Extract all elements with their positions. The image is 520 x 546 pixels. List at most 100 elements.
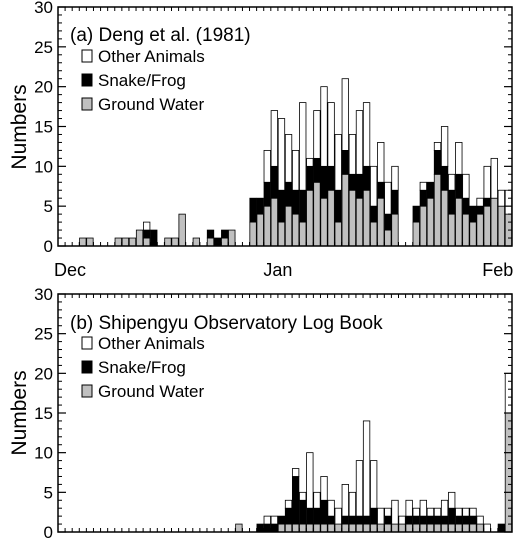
bar-ground-water-day-15 <box>164 237 172 247</box>
bar-other-animals-day-49 <box>405 499 413 517</box>
bar-snake-frog-day-42 <box>355 173 364 199</box>
bar-ground-water-day-27 <box>249 221 257 247</box>
bar-other-animals-day-55 <box>448 173 456 191</box>
legend-label-ground-water: Ground Water <box>98 382 204 401</box>
bar-ground-water-day-55 <box>448 213 456 247</box>
bar-other-animals-day-35 <box>306 157 314 167</box>
bar-snake-frog-day-51 <box>419 189 427 207</box>
bar-other-animals-day-50 <box>412 507 420 517</box>
bar-other-animals-day-35 <box>306 452 314 509</box>
ytick-label: 10 <box>34 444 53 463</box>
bar-snake-frog-day-33 <box>291 476 300 525</box>
bar-snake-frog-day-29 <box>263 181 271 207</box>
bar-ground-water-day-11 <box>135 229 144 247</box>
month-label: Jan <box>263 260 292 280</box>
bar-other-animals-day-41 <box>348 134 357 175</box>
panel-a-title: (a) Deng et al. (1981) <box>70 25 251 46</box>
bar-snake-frog-day-28 <box>256 197 264 215</box>
bar-ground-water-day-44 <box>370 221 378 247</box>
bar-snake-frog-day-32 <box>284 181 293 207</box>
bar-ground-water-day-17 <box>178 213 186 247</box>
bar-other-animals-day-51 <box>419 499 427 517</box>
bar-snake-frog-day-41 <box>348 515 357 525</box>
bar-other-animals-day-57 <box>462 507 470 517</box>
bar-snake-frog-day-12 <box>143 229 151 239</box>
bar-snake-frog-day-41 <box>348 173 357 191</box>
bar-ground-water-day-37 <box>320 523 328 533</box>
ytick-label: 15 <box>34 404 53 423</box>
legend-swatch-other-animals <box>81 336 93 350</box>
bar-other-animals-day-29 <box>263 515 271 525</box>
panel-a-ticks <box>58 6 512 247</box>
bar-other-animals-day-41 <box>348 491 357 517</box>
bar-other-animals-day-36 <box>313 491 321 509</box>
bar-snake-frog-day-37 <box>320 165 328 199</box>
bar-snake-frog-day-38 <box>327 165 335 191</box>
bar-other-animals-day-46 <box>384 507 392 517</box>
bar-other-animals-day-42 <box>355 110 364 175</box>
bar-snake-frog-day-35 <box>306 507 314 525</box>
bar-ground-water-day-62 <box>497 205 505 247</box>
bar-snake-frog-day-54 <box>440 515 449 525</box>
panel-b-ylabel: Numbers <box>8 370 31 455</box>
bar-snake-frog-day-53 <box>433 515 442 525</box>
bar-snake-frog-day-56 <box>455 173 463 199</box>
panel-a-ylabel: Numbers <box>8 84 31 169</box>
panel-a-xtick-labels: Dec Jan Feb <box>54 260 513 280</box>
bar-other-animals-day-34 <box>299 491 307 501</box>
bar-snake-frog-day-36 <box>313 157 321 183</box>
bar-ground-water-day-52 <box>426 197 435 247</box>
bar-other-animals-day-39 <box>334 134 342 191</box>
bar-ground-water-day-23 <box>221 237 229 247</box>
bar-other-animals-day-46 <box>384 181 392 215</box>
bar-snake-frog-day-59 <box>476 205 484 215</box>
bar-other-animals-day-38 <box>327 102 335 167</box>
bar-other-animals-day-37 <box>320 476 328 501</box>
bar-ground-water-day-51 <box>419 523 427 533</box>
bar-ground-water-day-53 <box>433 173 442 247</box>
bar-snake-frog-day-35 <box>306 165 314 191</box>
bar-snake-frog-day-53 <box>433 149 442 175</box>
bar-snake-frog-day-22 <box>213 237 222 247</box>
bar-ground-water-day-58 <box>469 523 477 533</box>
bar-ground-water-day-49 <box>405 523 413 533</box>
bar-other-animals-day-56 <box>455 142 463 175</box>
bar-ground-water-day-39 <box>334 523 342 533</box>
bar-snake-frog-day-47 <box>391 189 399 215</box>
bar-snake-frog-day-23 <box>221 229 229 239</box>
panel-b-ticks <box>58 293 512 533</box>
bar-ground-water-day-36 <box>313 523 321 533</box>
bar-other-animals-day-54 <box>440 499 449 517</box>
bar-ground-water-day-16 <box>171 237 179 247</box>
bar-ground-water-day-45 <box>377 197 385 247</box>
bar-other-animals-day-63 <box>504 372 513 414</box>
bar-snake-frog-day-55 <box>448 507 456 525</box>
panel-b-title: (b) Shipengyu Observatory Log Book <box>70 313 383 334</box>
bar-ground-water-day-54 <box>440 523 449 533</box>
bar-other-animals-day-48 <box>398 515 406 525</box>
legend-swatch-other-animals <box>81 49 93 63</box>
bar-other-animals-day-59 <box>476 515 484 525</box>
panel-a-bars <box>79 78 513 247</box>
bar-snake-frog-day-32 <box>284 507 293 525</box>
bar-other-animals-day-62 <box>497 189 505 207</box>
legend-swatch-ground-water <box>81 384 93 398</box>
bar-ground-water-day-31 <box>277 523 286 533</box>
bar-ground-water-day-3 <box>79 237 87 247</box>
bar-ground-water-day-8 <box>114 237 122 247</box>
bar-ground-water-day-35 <box>306 523 314 533</box>
bar-other-animals-day-54 <box>440 126 449 167</box>
bar-other-animals-day-53 <box>433 507 442 517</box>
legend-label-other-animals: Other Animals <box>98 334 205 353</box>
bar-snake-frog-day-13 <box>150 229 158 247</box>
bar-ground-water-day-55 <box>448 523 456 533</box>
bar-snake-frog-day-46 <box>384 515 392 525</box>
bar-snake-frog-day-51 <box>419 515 427 525</box>
bar-snake-frog-day-40 <box>341 149 349 175</box>
bar-other-animals-day-39 <box>334 507 342 525</box>
bar-ground-water-day-32 <box>284 205 293 247</box>
bar-snake-frog-day-31 <box>277 189 286 223</box>
bar-snake-frog-day-43 <box>362 165 371 191</box>
bar-snake-frog-day-45 <box>377 181 385 199</box>
bar-other-animals-day-47 <box>391 165 399 191</box>
